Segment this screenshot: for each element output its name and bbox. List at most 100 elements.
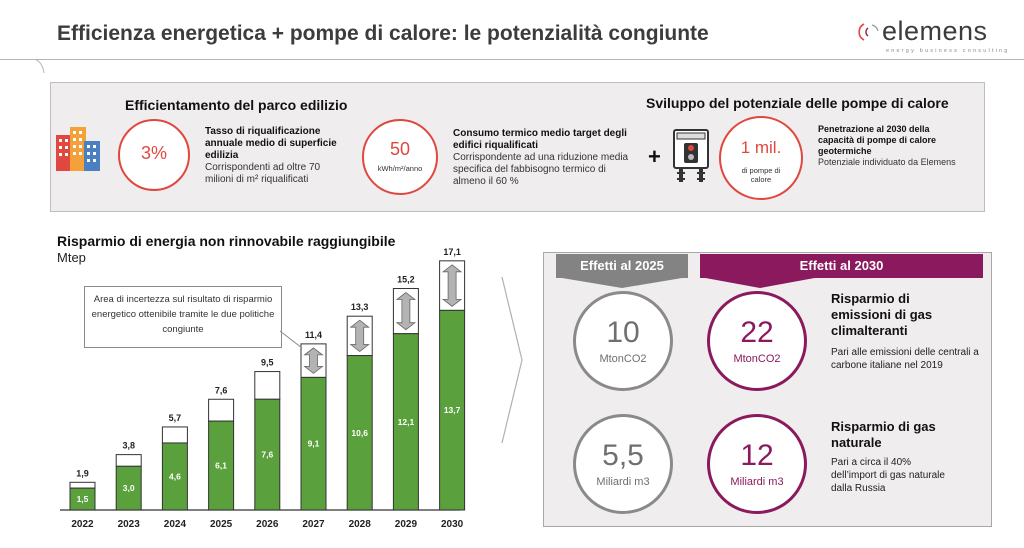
- kpi-renovation-body: Corrispondenti ad oltre 70 milioni di m²…: [205, 162, 321, 185]
- co2-2030-value: 22: [740, 316, 774, 349]
- uncertainty-arrow-2029: [395, 292, 417, 331]
- base-label-2025: 6,1: [215, 461, 227, 471]
- gas-2030-circle: 12 Miliardi m3: [707, 414, 807, 514]
- kpi-panel: [50, 82, 985, 212]
- bar-base-2028: [346, 355, 373, 511]
- gas-effect-heading: Risparmio di gas naturale: [831, 419, 936, 450]
- kpi-thermal-text: Consumo termico medio target degli edifi…: [453, 128, 629, 188]
- co2-2025-circle: 10 MtonCO2: [573, 291, 673, 391]
- year-label-2026: 2026: [256, 519, 279, 530]
- base-label-2030: 13,7: [444, 405, 461, 415]
- gas-2030-value: 12: [740, 439, 774, 472]
- uncertainty-arrow-2030: [441, 264, 463, 307]
- kpi-heat-pumps-value: 1 mil.: [740, 138, 782, 157]
- kpi-thermal-consumption-circle: 50 kWh/m²/anno: [362, 119, 438, 195]
- kpi-heat-pumps-body: Potenziale individuato da Elemens: [818, 157, 956, 167]
- year-label-2022: 2022: [71, 519, 94, 530]
- tab-effects-2030: Effetti al 2030: [700, 254, 983, 278]
- base-label-2028: 10,6: [351, 428, 368, 438]
- base-label-2024: 4,6: [169, 471, 181, 481]
- total-label-2027: 11,4: [305, 330, 322, 340]
- uncertainty-arrow-2028: [349, 319, 370, 353]
- bar-base-2027: [300, 376, 327, 511]
- tab-effects-2025: Effetti al 2025: [556, 254, 688, 278]
- header-divider: [0, 59, 1024, 60]
- year-label-2030: 2030: [441, 519, 464, 530]
- bar-total-2022: [69, 481, 96, 489]
- total-label-2028: 13,3: [351, 302, 369, 312]
- chart-title: Risparmio di energia non rinnovabile rag…: [57, 233, 396, 249]
- kpi-renovation-rate-value: 3%: [140, 143, 167, 163]
- total-label-2029: 15,2: [397, 275, 415, 285]
- bar-base-2030: [439, 309, 466, 511]
- year-label-2029: 2029: [395, 519, 418, 530]
- tab-2025-pointer: [556, 277, 688, 288]
- gas-2025-unit: Miliardi m3: [596, 476, 650, 488]
- bar-base-2024: [161, 442, 188, 511]
- logo-tagline: energy business consulting: [886, 48, 1010, 54]
- total-label-2022: 1,9: [76, 468, 89, 478]
- bar-base-2025: [208, 420, 235, 511]
- base-label-2023: 3,0: [123, 483, 135, 493]
- bar-total-2026: [254, 371, 281, 400]
- gas-effect-body: Pari a circa il 40% dell’import di gas n…: [831, 457, 945, 494]
- chevron-right-icon: [501, 276, 523, 444]
- kpi-thermal-body: Corrispondente ad una riduzione media sp…: [453, 152, 629, 187]
- year-label-2025: 2025: [210, 519, 233, 530]
- base-label-2027: 9,1: [308, 439, 320, 449]
- kpi-heat-pumps-text: Penetrazione al 2030 della capacità di p…: [818, 124, 968, 168]
- base-label-2022: 1,5: [77, 494, 89, 504]
- bar-total-2025: [208, 398, 235, 422]
- year-label-2023: 2023: [118, 519, 141, 530]
- bar-total-2023: [115, 454, 142, 467]
- year-label-2027: 2027: [302, 519, 325, 530]
- callout-pointer: [280, 330, 303, 349]
- total-label-2030: 17,1: [443, 247, 461, 257]
- kpi-thermal-head: Consumo termico medio target degli edifi…: [453, 128, 627, 151]
- heat-pump-icon: [673, 129, 709, 182]
- bar-base-2026: [254, 398, 281, 511]
- co2-effect-heading: Risparmio di emissioni di gas climaltera…: [831, 291, 933, 338]
- co2-2030-unit: MtonCO2: [733, 353, 781, 365]
- total-label-2024: 5,7: [169, 413, 182, 423]
- kpi-thermal-value: 50: [389, 139, 411, 159]
- header-notch: [34, 59, 45, 73]
- co2-effect-body: Pari alle emissioni delle centrali a car…: [831, 347, 979, 371]
- kpi-heat-pumps-head: Penetrazione al 2030 della capacità di p…: [818, 124, 937, 156]
- logo-mark-icon: [858, 23, 879, 41]
- page-title: Efficienza energetica + pompe di calore:…: [57, 22, 709, 45]
- bar-base-2023: [115, 465, 142, 511]
- base-label-2029: 12,1: [398, 417, 415, 427]
- total-label-2025: 7,6: [215, 385, 228, 395]
- kpi-heat-pumps-unit: di pompe di calore: [741, 166, 781, 184]
- base-label-2026: 7,6: [261, 450, 273, 460]
- bar-base-2029: [392, 333, 419, 511]
- co2-2030-circle: 22 MtonCO2: [707, 291, 807, 391]
- gas-2025-circle: 5,5 Miliardi m3: [573, 414, 673, 514]
- year-label-2028: 2028: [349, 519, 372, 530]
- buildings-icon: [56, 127, 100, 171]
- total-label-2023: 3,8: [122, 441, 135, 451]
- uncertainty-callout: Area di incertezza sul risultato di risp…: [84, 286, 282, 348]
- logo-text: elemens: [882, 16, 988, 46]
- elemens-logo: elemens energy business consulting: [858, 16, 1018, 58]
- year-label-2024: 2024: [164, 519, 187, 530]
- tab-2030-pointer: [700, 277, 820, 288]
- chart-unit: Mtep: [57, 250, 86, 265]
- co2-2025-unit: MtonCO2: [599, 353, 647, 365]
- co2-2025-value: 10: [606, 316, 640, 349]
- kpi-renovation-text: Tasso di riqualificazione annuale medio …: [205, 126, 345, 186]
- building-efficiency-title: Efficientamento del parco edilizio: [125, 97, 348, 113]
- bar-base-2022: [69, 487, 96, 511]
- gas-2025-value: 5,5: [602, 439, 644, 472]
- bar-total-2024: [161, 426, 188, 444]
- gas-2030-unit: Miliardi m3: [730, 476, 784, 488]
- kpi-heat-pumps-circle: 1 mil. di pompe di calore: [719, 116, 803, 200]
- plus-sign: +: [648, 144, 661, 169]
- uncertainty-arrow-2027: [303, 347, 324, 374]
- kpi-renovation-head: Tasso di riqualificazione annuale medio …: [205, 126, 337, 161]
- kpi-thermal-unit: kWh/m²/anno: [377, 164, 423, 173]
- heat-pump-title: Sviluppo del potenziale delle pompe di c…: [646, 95, 949, 111]
- savings-bar-chart: 1,9 1,5 2022 3,8 3,0 2023 5,7 4,6 2024 7,6 6,1 2025…: [60, 247, 466, 530]
- kpi-renovation-rate-circle: 3%: [118, 119, 190, 191]
